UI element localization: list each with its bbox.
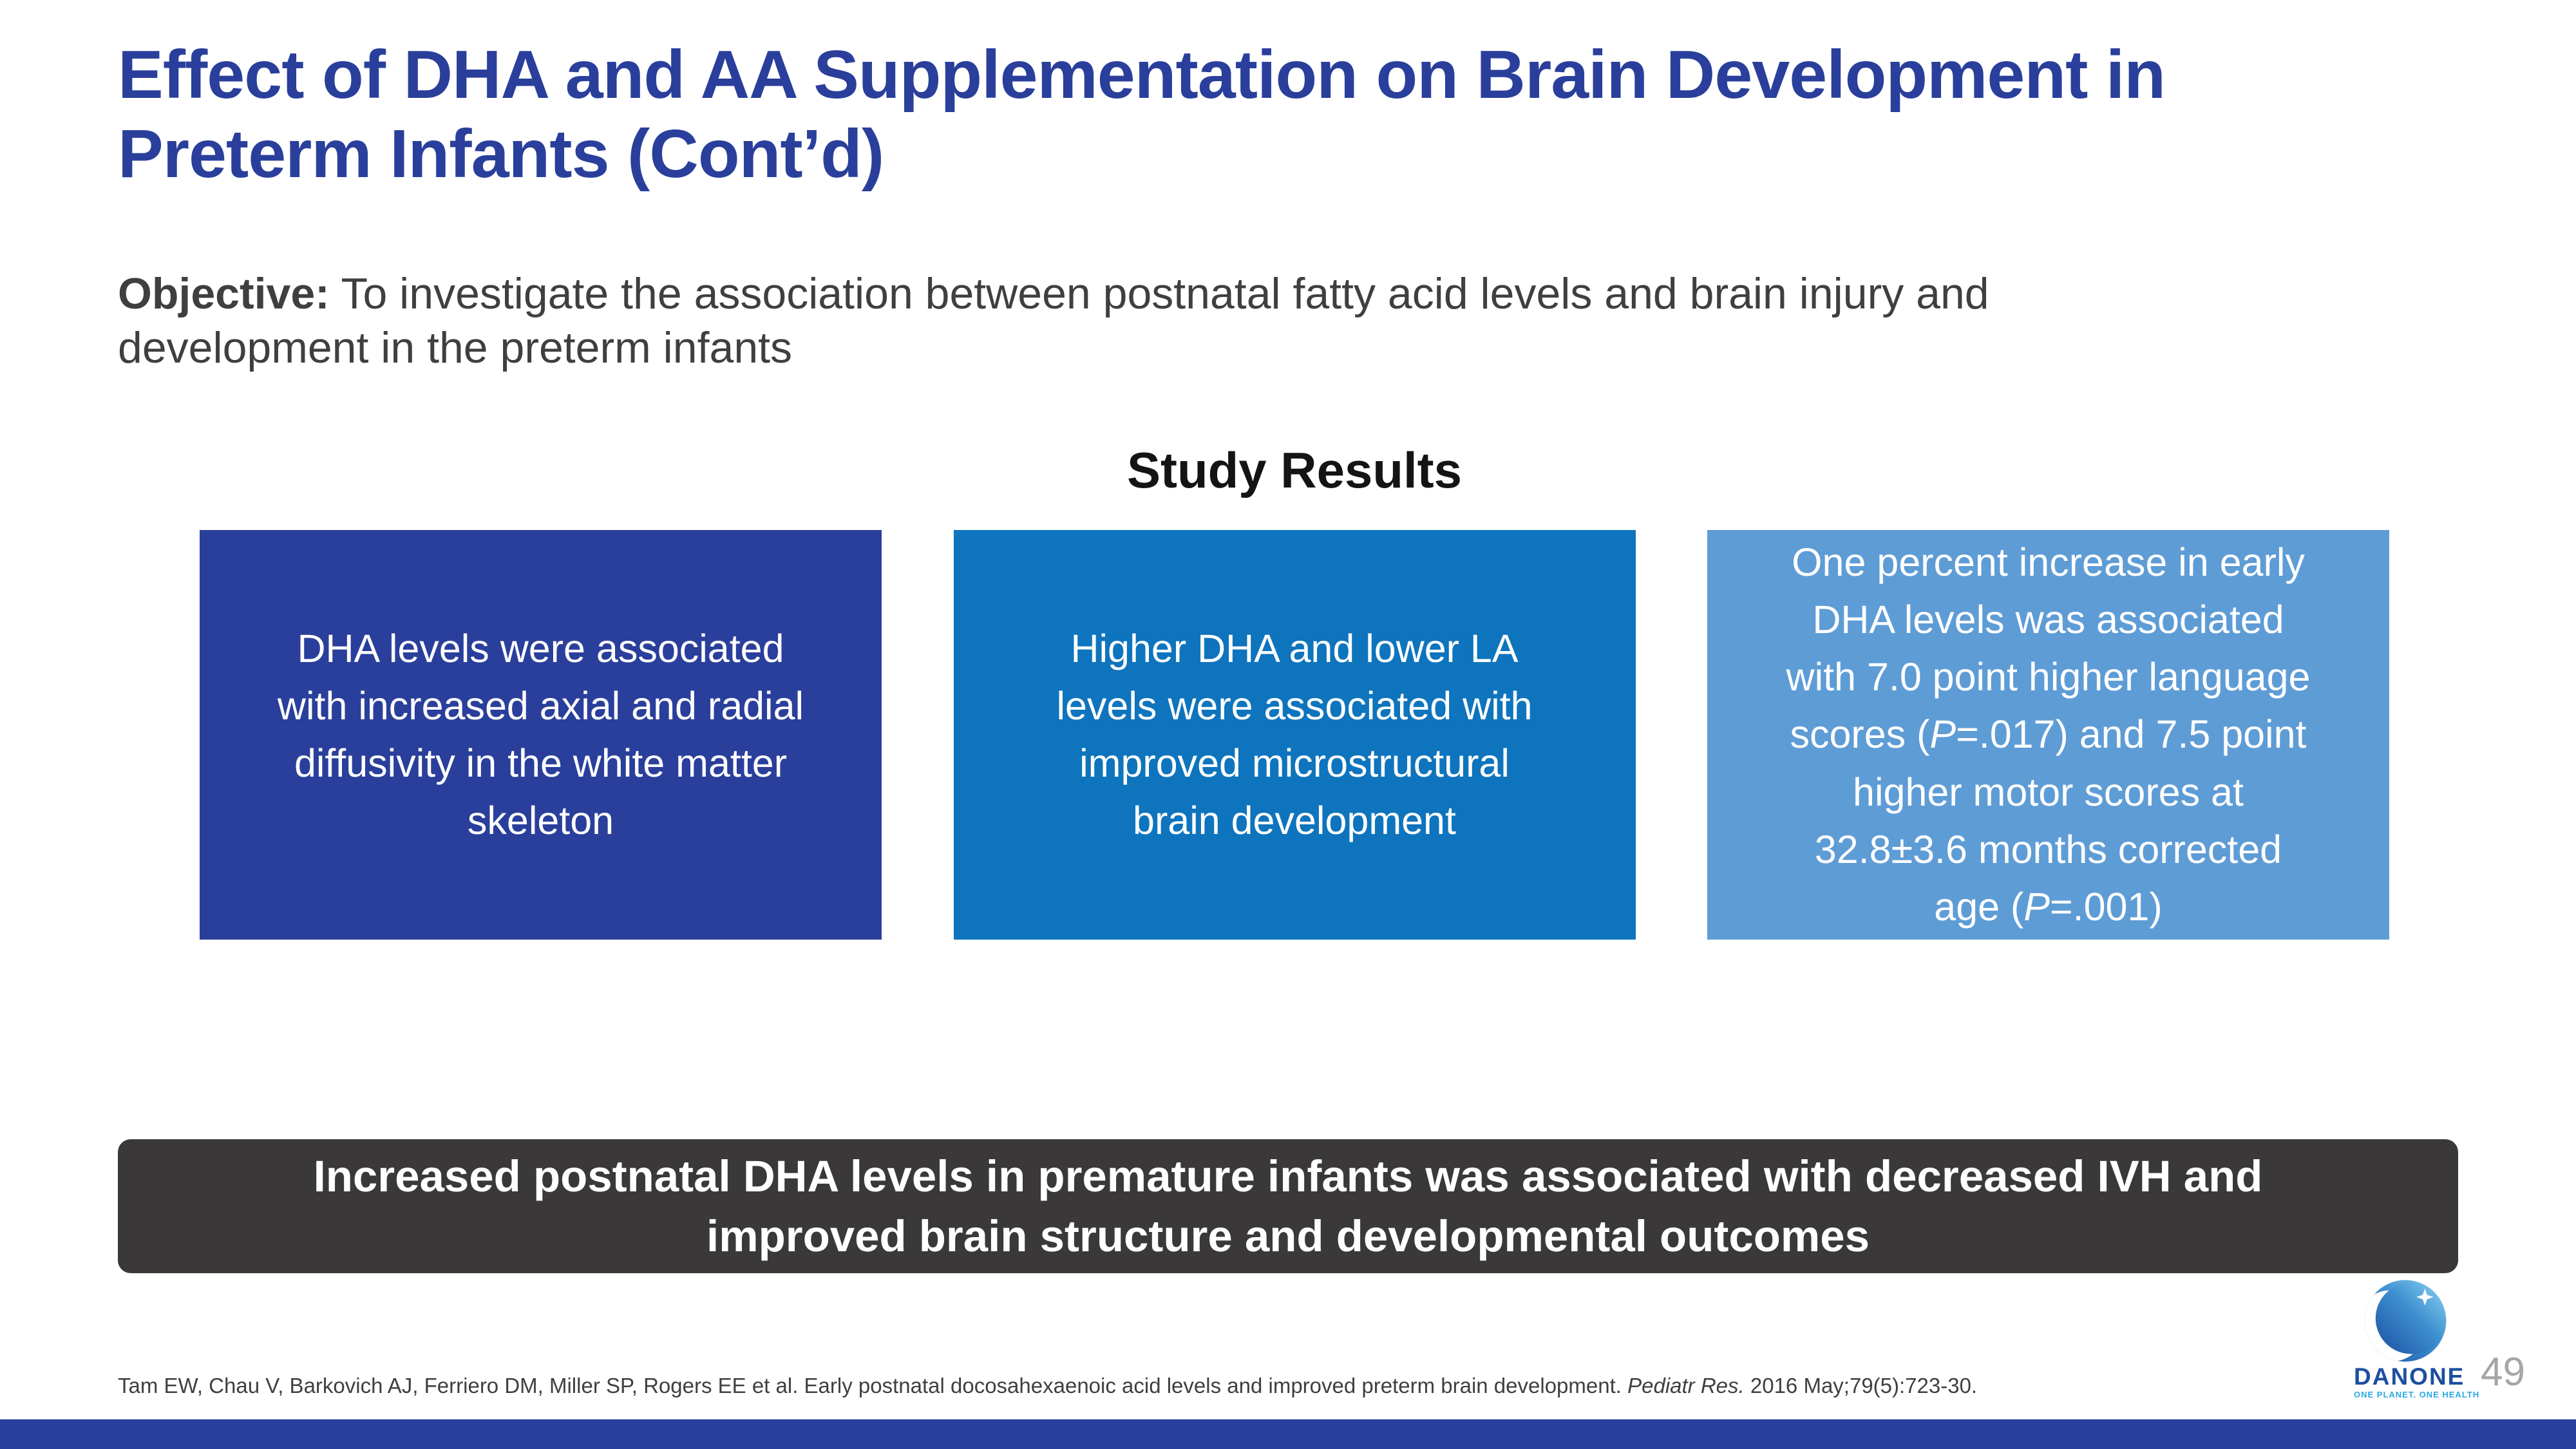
result-box-1-text: DHA levels were associated with increase… — [277, 626, 804, 843]
section-heading: Study Results — [1126, 442, 1463, 498]
result-box-1: DHA levels were associated with increase… — [200, 530, 882, 940]
danone-logo: DANONE ONE PLANET. ONE HEALTH — [2354, 1278, 2480, 1399]
result-box-2: Higher DHA and lower LA levels were asso… — [953, 530, 1636, 940]
conclusion-banner: Increased postnatal DHA levels in premat… — [118, 1139, 2458, 1273]
citation: Tam EW, Chau V, Barkovich AJ, Ferriero D… — [118, 1374, 1978, 1397]
slide-title: Effect of DHA and AA Supplementation on … — [118, 37, 2166, 192]
objective-text: Objective: To investigate the associatio… — [118, 269, 1989, 372]
result-box-3: One percent increase in early DHA levels… — [1707, 530, 2389, 940]
results-boxes: DHA levels were associated with increase… — [200, 530, 2389, 940]
bottom-accent-bar — [0, 1419, 2576, 1449]
page-number: 49 — [2481, 1350, 2525, 1394]
logo-star-icon — [2416, 1288, 2434, 1306]
danone-tagline: ONE PLANET. ONE HEALTH — [2354, 1389, 2480, 1399]
result-box-3-text: One percent increase in early DHA levels… — [1786, 540, 2311, 929]
danone-wordmark: DANONE — [2354, 1363, 2465, 1390]
danone-logo-mark-icon — [2364, 1280, 2447, 1362]
result-box-2-text: Higher DHA and lower LA levels were asso… — [1056, 626, 1533, 843]
conclusion-text: Increased postnatal DHA levels in premat… — [313, 1151, 2263, 1261]
